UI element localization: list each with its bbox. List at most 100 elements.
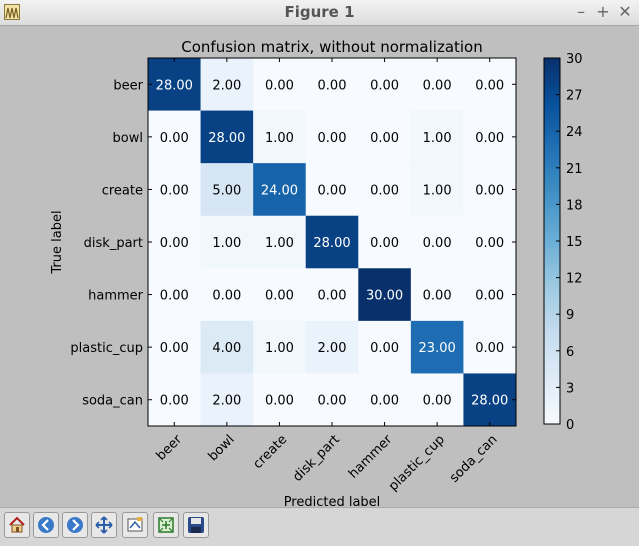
cell-value-label: 1.00 bbox=[423, 183, 452, 198]
configure-icon bbox=[158, 517, 174, 533]
heatmap-cell bbox=[305, 373, 359, 427]
maximize-button[interactable]: + bbox=[596, 2, 610, 21]
heatmap-cell bbox=[463, 110, 517, 164]
heatmap-cell bbox=[200, 58, 254, 111]
cell-value-label: 28.00 bbox=[471, 394, 508, 409]
save-button[interactable] bbox=[183, 512, 209, 538]
arrow-right-icon bbox=[67, 517, 83, 533]
cell-value-label: 0.00 bbox=[370, 78, 399, 93]
heatmap-cell bbox=[410, 163, 464, 217]
forward-button[interactable] bbox=[62, 512, 88, 538]
cell-value-label: 5.00 bbox=[212, 183, 241, 198]
heatmap-cell-labels: 28.00 2.00 0.00 0.00 0.00 0.00 0.00 0.00 28.00 1.… bbox=[156, 78, 509, 408]
heatmap-cell bbox=[305, 58, 359, 111]
heatmap-cell bbox=[148, 110, 201, 164]
minimize-button[interactable]: – bbox=[577, 2, 585, 21]
colorbar-tick-label: 30 bbox=[566, 52, 583, 67]
heatmap-cell bbox=[358, 163, 412, 217]
cell-value-label: 0.00 bbox=[318, 78, 347, 93]
cell-value-label: 1.00 bbox=[265, 236, 294, 251]
heatmap-cell bbox=[148, 58, 201, 111]
heatmap-cell bbox=[358, 110, 412, 164]
close-button[interactable]: ✕ bbox=[618, 2, 632, 21]
heatmap-cell bbox=[463, 58, 517, 111]
heatmap-cell bbox=[200, 163, 254, 217]
cell-value-label: 24.00 bbox=[261, 183, 298, 198]
colorbar-tick-label: 21 bbox=[566, 162, 583, 177]
cell-value-label: 0.00 bbox=[423, 78, 452, 93]
heatmap-cell bbox=[305, 110, 359, 164]
zoom-rect-icon bbox=[127, 517, 143, 532]
cell-value-label: 1.00 bbox=[265, 131, 294, 146]
x-tick-label: hammer bbox=[346, 432, 396, 482]
cell-value-label: 0.00 bbox=[475, 341, 504, 356]
colorbar-tick-label: 3 bbox=[566, 381, 574, 396]
colorbar-tick-label: 27 bbox=[566, 89, 583, 104]
cell-value-label: 0.00 bbox=[265, 289, 294, 304]
y-tick-label: plastic_cup bbox=[70, 341, 143, 356]
back-button[interactable] bbox=[33, 512, 59, 538]
heatmap-cells bbox=[148, 58, 517, 427]
heatmap-cell bbox=[305, 268, 359, 322]
heatmap-cell bbox=[253, 373, 307, 427]
heatmap-cell bbox=[148, 320, 201, 374]
y-tick-label: soda_can bbox=[82, 394, 143, 409]
cell-value-label: 0.00 bbox=[475, 289, 504, 304]
cell-value-label: 0.00 bbox=[160, 183, 189, 198]
cell-value-label: 28.00 bbox=[156, 78, 193, 93]
x-tick-label: bowl bbox=[206, 432, 238, 464]
heatmap-cell bbox=[463, 373, 517, 427]
cell-value-label: 0.00 bbox=[160, 236, 189, 251]
heatmap-cell bbox=[200, 268, 254, 322]
heatmap-cell bbox=[253, 58, 307, 111]
heatmap-cell bbox=[253, 110, 307, 164]
cell-value-label: 0.00 bbox=[370, 394, 399, 409]
heatmap-cell bbox=[358, 373, 412, 427]
cell-value-label: 0.00 bbox=[160, 289, 189, 304]
cell-value-label: 0.00 bbox=[423, 236, 452, 251]
heatmap-cell bbox=[463, 268, 517, 322]
subplots-button[interactable] bbox=[153, 512, 179, 538]
app-icon bbox=[4, 4, 20, 20]
home-icon bbox=[9, 516, 25, 533]
window-title: Figure 1 bbox=[284, 3, 355, 21]
heatmap-cell bbox=[410, 373, 464, 427]
colorbar-tick-label: 15 bbox=[566, 235, 583, 250]
y-axis-label: True label bbox=[50, 210, 65, 274]
y-tick-label: bowl bbox=[113, 131, 143, 146]
heatmap-cell bbox=[305, 320, 359, 374]
heatmap-cell bbox=[253, 268, 307, 322]
heatmap-cell bbox=[358, 58, 412, 111]
cell-value-label: 0.00 bbox=[475, 236, 504, 251]
cell-value-label: 1.00 bbox=[265, 341, 294, 356]
save-icon bbox=[188, 517, 204, 533]
heatmap-cell bbox=[200, 215, 254, 269]
colorbar-tick-label: 18 bbox=[566, 198, 583, 213]
heatmap-cell bbox=[358, 215, 412, 269]
home-button[interactable] bbox=[4, 512, 30, 538]
heatmap-cell bbox=[148, 215, 201, 269]
move-icon bbox=[95, 516, 113, 534]
navigation-toolbar bbox=[0, 507, 639, 546]
cell-value-label: 0.00 bbox=[475, 183, 504, 198]
y-tick-label: hammer bbox=[88, 289, 144, 304]
confusion-matrix-figure: Confusion matrix, without normalization … bbox=[50, 38, 583, 506]
colorbar-tick-label: 24 bbox=[566, 125, 583, 140]
title-bar: Figure 1 – + ✕ bbox=[0, 0, 639, 26]
cell-value-label: 0.00 bbox=[265, 78, 294, 93]
x-tick-label: soda_can bbox=[447, 432, 501, 486]
cell-value-label: 0.00 bbox=[370, 131, 399, 146]
heatmap-cell bbox=[253, 215, 307, 269]
x-tick-label: beer bbox=[154, 432, 186, 464]
cell-value-label: 0.00 bbox=[160, 341, 189, 356]
colorbar-tick-label: 9 bbox=[566, 308, 574, 323]
cell-value-label: 0.00 bbox=[370, 341, 399, 356]
cell-value-label: 0.00 bbox=[160, 131, 189, 146]
pan-button[interactable] bbox=[91, 512, 117, 538]
heatmap-cell bbox=[410, 215, 464, 269]
cell-value-label: 0.00 bbox=[318, 131, 347, 146]
cell-value-label: 0.00 bbox=[318, 183, 347, 198]
zoom-button[interactable] bbox=[122, 512, 148, 538]
cell-value-label: 2.00 bbox=[212, 394, 241, 409]
